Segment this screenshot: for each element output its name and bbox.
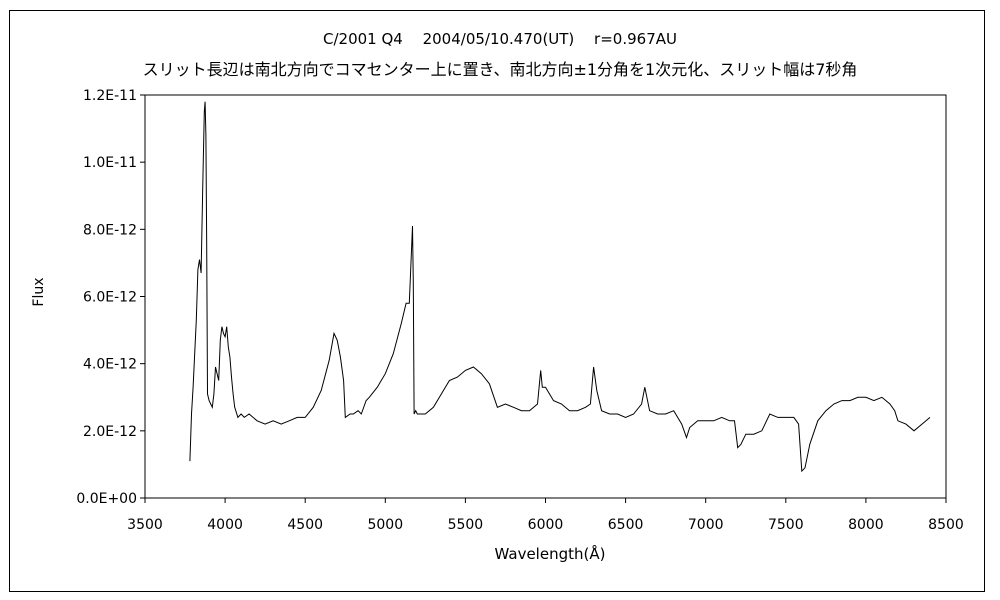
chart-subtitle: スリット長辺は南北方向でコマセンター上に置き、南北方向±1分角を1次元化、スリッ…: [142, 60, 858, 79]
y-tick-label: 1.2E-11: [83, 88, 137, 104]
x-tick-label: 8000: [848, 517, 884, 533]
x-tick-label: 4500: [287, 517, 323, 533]
plot-area: [144, 94, 947, 499]
y-axis: 0.0E+00 2.0E-12 4.0E-12 6.0E-12 8.0E-12 1.0E-…: [76, 88, 145, 507]
chart-title: C/2001 Q4 2004/05/10.470(UT) r=0.967AU: [323, 30, 677, 48]
x-tick-label: 5000: [367, 517, 403, 533]
x-tick-label: 8500: [928, 517, 964, 533]
y-tick-label: 1.0E-11: [83, 155, 137, 171]
x-axis-label: Wavelength(Å): [494, 545, 606, 563]
y-tick-label: 0.0E+00: [76, 491, 137, 507]
y-tick-label: 2.0E-12: [83, 424, 137, 440]
y-tick-label: 4.0E-12: [83, 357, 137, 373]
x-tick-label: 5500: [448, 517, 484, 533]
y-tick-label: 6.0E-12: [83, 290, 137, 306]
x-tick-label: 6500: [608, 517, 644, 533]
x-tick-label: 7500: [768, 517, 804, 533]
spectrum-line: [189, 101, 931, 473]
y-tick-label: 8.0E-12: [83, 222, 137, 238]
x-axis: 3500 4000 4500 5000 5500 6000 6500 7000 7500 8000…: [127, 498, 964, 533]
x-tick-label: 6000: [528, 517, 564, 533]
x-tick-label: 7000: [688, 517, 724, 533]
chart-frame: [9, 10, 985, 592]
x-tick-label: 4000: [207, 517, 243, 533]
x-tick-label: 3500: [127, 517, 163, 533]
